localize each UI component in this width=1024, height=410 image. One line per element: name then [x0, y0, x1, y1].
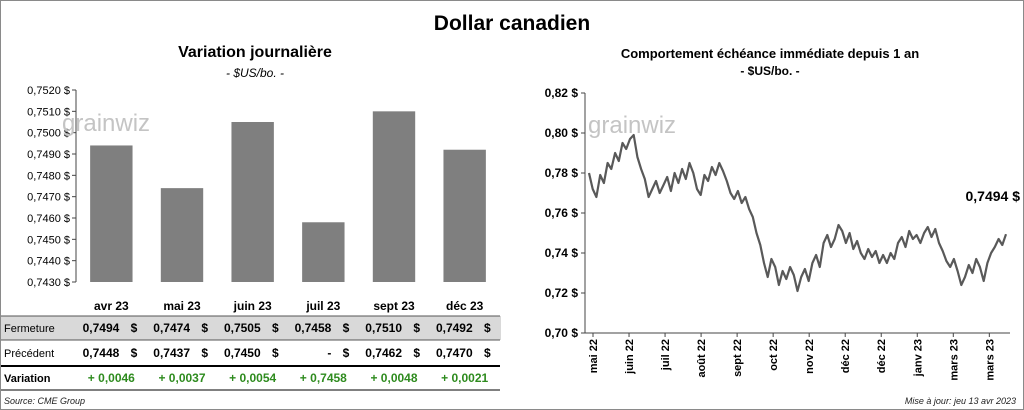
table-cell-unit: $ [201, 321, 208, 335]
price-line [587, 133, 1008, 293]
table-cell: 0,7448 [83, 346, 120, 360]
table-cell: + 0,0048 [370, 371, 417, 385]
table-cell-unit: $ [131, 346, 138, 360]
table-cell-unit: $ [343, 321, 350, 335]
x-tick-label: déc 22 [876, 339, 888, 373]
table-cell-unit: $ [131, 321, 138, 335]
table-cell-unit: $ [272, 321, 279, 335]
y-tick-label: 0,76 $ [545, 206, 579, 220]
right-chart-unit: - $US/bo. - [740, 64, 800, 78]
table-cell: 0,7474 [153, 321, 190, 335]
table-cell: + 0,0021 [441, 371, 488, 385]
x-tick-label: sept 22 [732, 339, 744, 377]
table-row-label: Précédent [4, 348, 54, 360]
source-note: Source: CME Group [4, 396, 86, 406]
table-cell: + 0,0054 [229, 371, 276, 385]
x-tick-label: mai 23 [163, 299, 201, 313]
table-cell: 0,7505 [224, 321, 261, 335]
y-tick-label: 0,70 $ [545, 326, 579, 340]
x-tick-label: déc 22 [840, 339, 852, 373]
y-tick-label: 0,7440 $ [27, 256, 70, 268]
x-tick-label: déc 23 [446, 299, 484, 313]
bar [372, 111, 416, 282]
table-cell: 0,7494 [83, 321, 120, 335]
left-chart-unit: - $US/bo. - [225, 66, 285, 80]
y-tick-label: 0,7480 $ [27, 170, 70, 182]
y-tick-label: 0,7430 $ [27, 277, 70, 289]
y-tick-label: 0,7460 $ [27, 213, 70, 225]
table-cell: 0,7437 [153, 346, 190, 360]
x-tick-label: mars 23 [984, 339, 996, 381]
y-tick-label: 0,7450 $ [27, 234, 70, 246]
table-cell: + 0,0046 [88, 371, 135, 385]
x-tick-label: juin 22 [624, 339, 636, 375]
table-cell: + 0,0037 [158, 371, 205, 385]
y-tick-label: 0,7500 $ [27, 128, 70, 140]
page-title: Dollar canadien [433, 12, 591, 35]
table-cell-unit: $ [272, 346, 279, 360]
x-tick-label: juin 23 [233, 299, 272, 313]
right-chart-title: Comportement échéance immédiate depuis 1… [620, 46, 920, 61]
y-tick-label: 0,78 $ [545, 166, 579, 180]
x-tick-label: août 22 [696, 339, 708, 378]
bar [443, 149, 486, 282]
x-tick-label: mai 22 [588, 339, 600, 373]
y-tick-label: 0,7470 $ [27, 192, 70, 204]
y-tick-label: 0,7510 $ [27, 106, 70, 118]
x-tick-label: oct 22 [768, 339, 780, 371]
table-cell: 0,7450 [224, 346, 261, 360]
left-watermark: grainwiz [62, 110, 151, 137]
table-cell-unit: $ [484, 346, 491, 360]
table-cell: 0,7510 [365, 321, 402, 335]
table-cell-unit: $ [413, 346, 420, 360]
right-watermark: grainwiz [588, 112, 677, 139]
x-tick-label: juil 22 [660, 339, 672, 371]
bar [160, 188, 204, 282]
table-cell: 0,7462 [365, 346, 402, 360]
table-cell-unit: $ [484, 321, 491, 335]
table-cell: - [327, 346, 331, 360]
x-tick-label: janv 23 [912, 339, 924, 377]
y-tick-label: 0,74 $ [545, 246, 579, 260]
last-value-label: 0,7494 $ [966, 188, 1021, 204]
x-tick-label: avr 23 [94, 299, 129, 313]
table-row-label: Fermeture [4, 323, 55, 335]
table-row-label: Variation [4, 373, 51, 385]
y-tick-label: 0,7520 $ [27, 85, 70, 97]
table-cell: 0,7470 [436, 346, 473, 360]
y-tick-label: 0,82 $ [545, 86, 579, 100]
bar [90, 145, 133, 282]
table-cell-unit: $ [413, 321, 420, 335]
table-cell-unit: $ [343, 346, 350, 360]
x-tick-label: sept 23 [373, 299, 415, 313]
update-note: Mise à jour: jeu 13 avr 2023 [904, 396, 1016, 406]
y-tick-label: 0,7490 $ [27, 149, 70, 161]
bar [302, 222, 345, 282]
y-tick-label: 0,72 $ [545, 286, 579, 300]
bar [231, 122, 274, 282]
left-chart-title: Variation journalière [178, 44, 332, 61]
fermeture-row-bg [1, 316, 501, 340]
daily-variation-bar-chart: 0,7430 $0,7440 $0,7450 $0,7460 $0,7470 $… [1, 85, 501, 391]
x-tick-label: mars 23 [948, 339, 960, 381]
y-tick-label: 0,80 $ [545, 126, 579, 140]
x-tick-label: nov 22 [804, 339, 816, 374]
table-cell-unit: $ [201, 346, 208, 360]
table-cell: 0,7492 [436, 321, 473, 335]
table-cell: 0,7458 [295, 321, 332, 335]
table-cell: + 0,7458 [300, 371, 347, 385]
x-tick-label: juil 23 [305, 299, 340, 313]
